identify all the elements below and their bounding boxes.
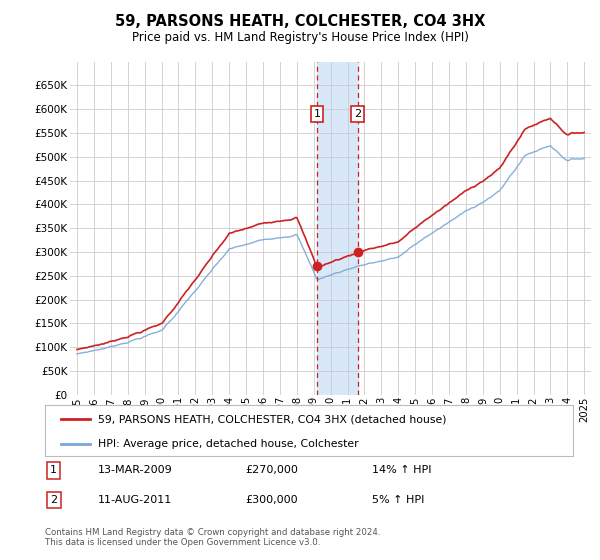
Text: 14% ↑ HPI: 14% ↑ HPI [373,465,432,475]
Text: 1: 1 [50,465,57,475]
Text: 1: 1 [313,109,320,119]
Text: 59, PARSONS HEATH, COLCHESTER, CO4 3HX (detached house): 59, PARSONS HEATH, COLCHESTER, CO4 3HX (… [98,414,446,424]
Text: 13-MAR-2009: 13-MAR-2009 [98,465,173,475]
Text: Price paid vs. HM Land Registry's House Price Index (HPI): Price paid vs. HM Land Registry's House … [131,31,469,44]
Text: Contains HM Land Registry data © Crown copyright and database right 2024.
This d: Contains HM Land Registry data © Crown c… [45,528,380,547]
Text: £270,000: £270,000 [245,465,299,475]
Text: 2: 2 [354,109,361,119]
FancyBboxPatch shape [45,405,573,456]
Text: 11-AUG-2011: 11-AUG-2011 [98,495,172,505]
Text: £300,000: £300,000 [245,495,298,505]
Text: HPI: Average price, detached house, Colchester: HPI: Average price, detached house, Colc… [98,438,358,449]
Text: 5% ↑ HPI: 5% ↑ HPI [373,495,425,505]
Bar [317,62,358,395]
Text: 59, PARSONS HEATH, COLCHESTER, CO4 3HX: 59, PARSONS HEATH, COLCHESTER, CO4 3HX [115,14,485,29]
Text: 2: 2 [50,495,58,505]
